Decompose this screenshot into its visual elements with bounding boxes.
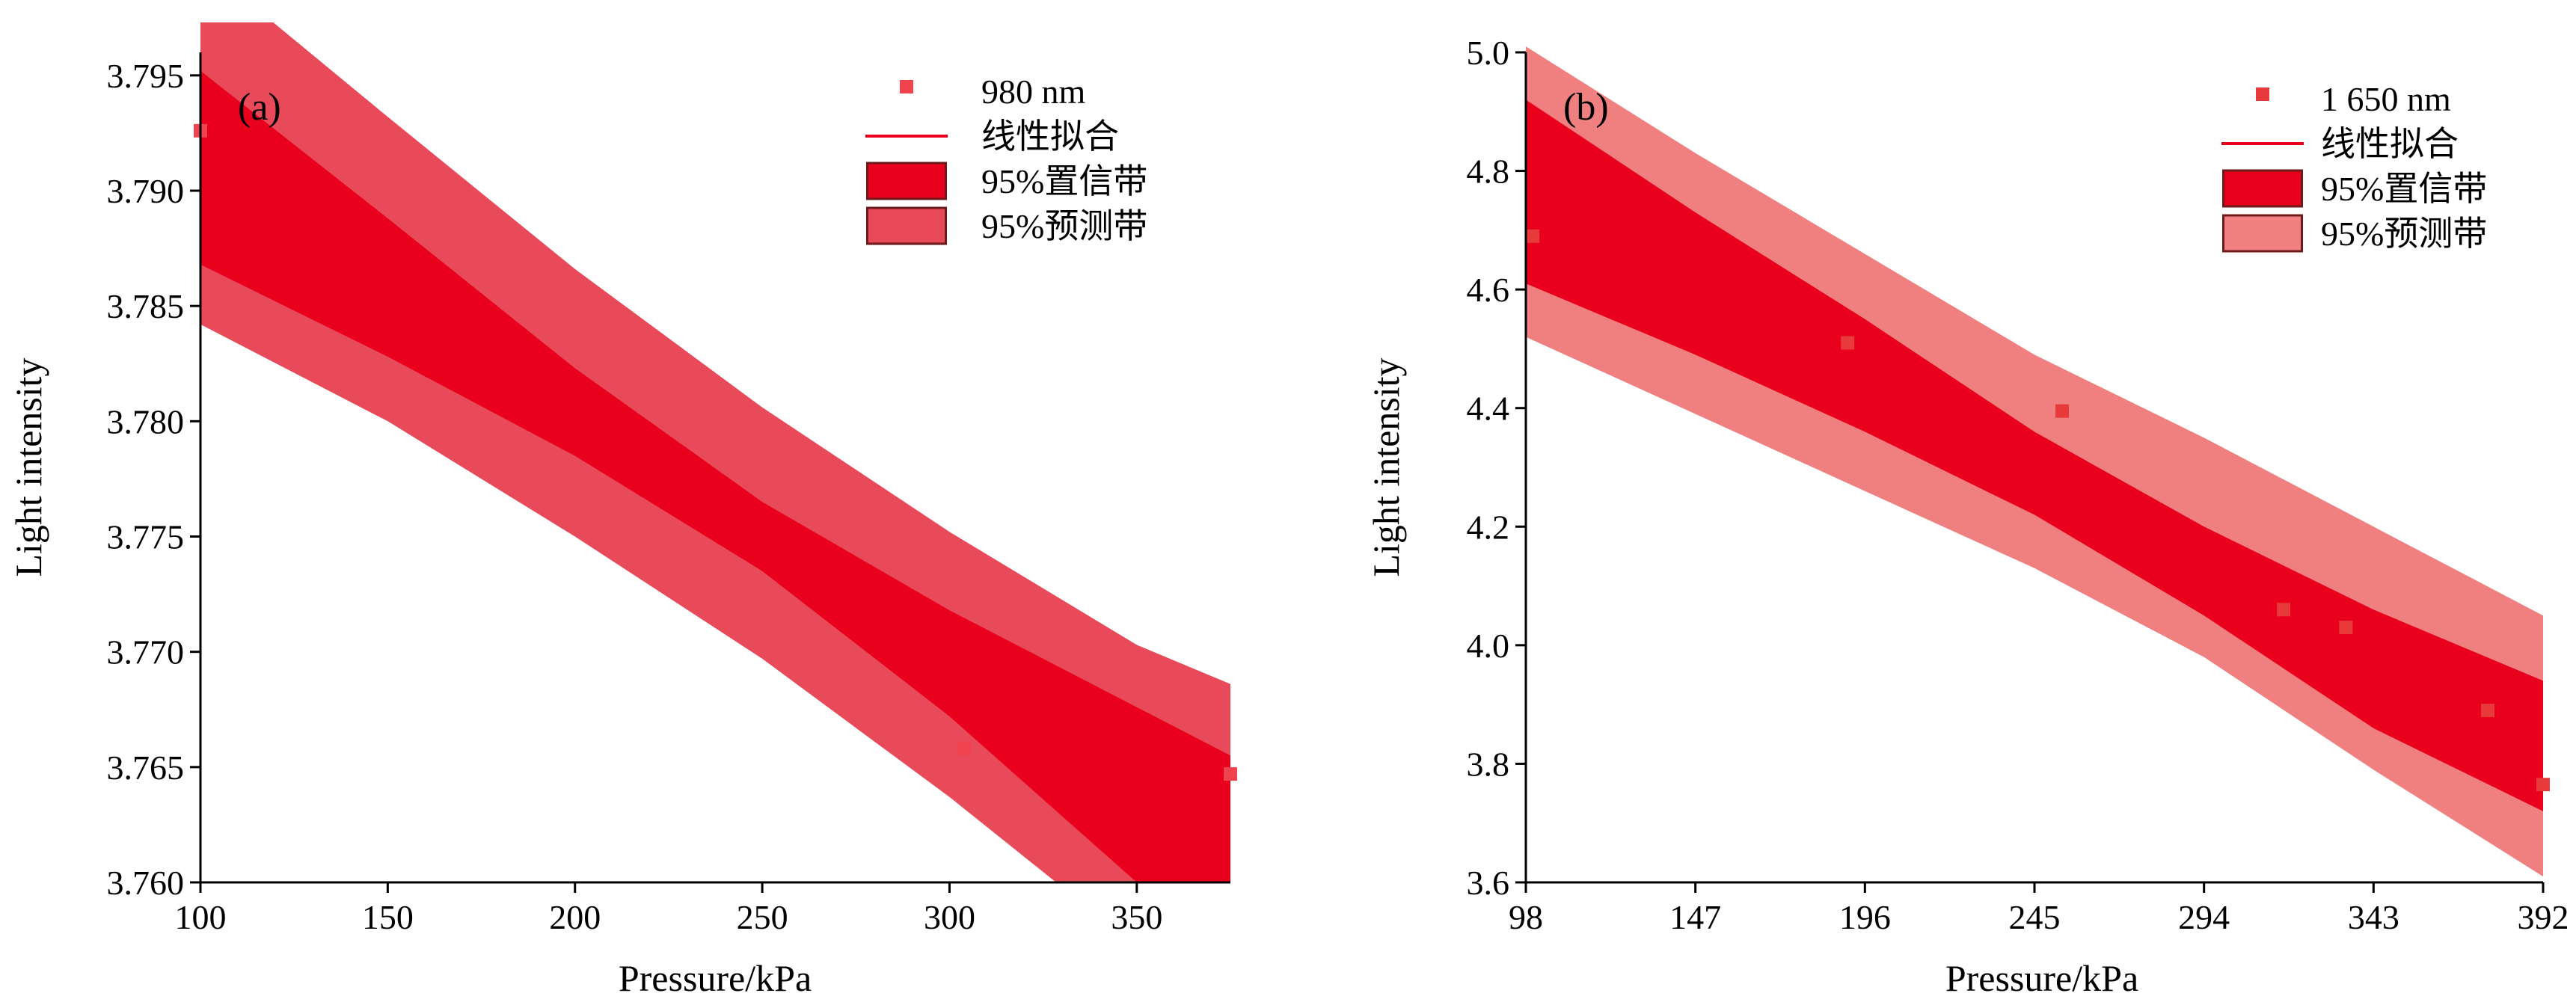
- y-axis-title: Light intensity: [1365, 357, 1407, 577]
- x-axis-title: Pressure/kPa: [619, 957, 812, 999]
- confidence-band: [1526, 99, 2543, 811]
- x-axis-title: Pressure/kPa: [1945, 957, 2138, 999]
- y-tick-label-2: 4.0: [1467, 627, 1510, 665]
- chart-panel-b: 98 147 196 245 294 343 392 3.6 3.8 4.0 4.2 4.4 4.6 4.…: [1365, 34, 2569, 999]
- data-point-1: [957, 742, 972, 756]
- legend-label-confidence: 95%置信带: [2321, 170, 2487, 208]
- y-tick-label-7: 3.795: [107, 57, 185, 95]
- plot-area: [200, 22, 1230, 882]
- y-tick-label-1: 3.8: [1467, 745, 1510, 783]
- x-tick-label-3: 245: [2009, 898, 2061, 936]
- legend-marker-prediction: [866, 206, 947, 245]
- data-point-0: [1526, 229, 1540, 243]
- legend-label-prediction: 95%预测带: [2321, 215, 2487, 253]
- legend-label-data: 980 nm: [981, 73, 1086, 111]
- fit-line: [200, 166, 1230, 838]
- x-tick-label-0: 98: [1509, 898, 1543, 936]
- fit-line: [1526, 188, 2543, 747]
- data-point-6: [2536, 778, 2550, 792]
- data-point-2: [1224, 767, 1237, 781]
- y-tick-label-3: 3.775: [107, 518, 185, 556]
- legend-marker-prediction: [2222, 214, 2303, 253]
- y-tick-label-2: 3.770: [107, 633, 185, 671]
- legend-label-confidence: 95%置信带: [981, 162, 1147, 200]
- data-point-5: [2480, 704, 2494, 718]
- x-tick-label-0: 100: [175, 898, 227, 936]
- x-tick-label-2: 196: [1839, 898, 1891, 936]
- y-tick-label-4: 3.780: [107, 402, 185, 440]
- confidence-band: [200, 70, 1230, 882]
- y-tick-label-5: 4.6: [1467, 271, 1510, 309]
- panel-label: (b): [1563, 86, 1609, 129]
- y-tick-label-3: 4.2: [1467, 508, 1510, 546]
- legend-marker-data: [2256, 87, 2269, 101]
- y-tick-label-1: 3.765: [107, 749, 185, 787]
- legend-label-fit: 线性拟合: [2321, 125, 2459, 163]
- chart-panel-a: 100 150 200 250 300 350 3.760 3.765 3.770 3.775 3.…: [7, 22, 1237, 999]
- y-tick-label-7: 5.0: [1467, 34, 1510, 72]
- x-tick-label-4: 300: [924, 898, 975, 936]
- y-axis-title: Light intensity: [7, 357, 49, 577]
- x-tick-label-4: 294: [2178, 898, 2230, 936]
- data-point-1: [1841, 336, 1855, 350]
- data-point-4: [2339, 621, 2353, 635]
- legend-label-data: 1 650 nm: [2321, 80, 2451, 118]
- y-tick-label-6: 4.8: [1467, 153, 1510, 191]
- legend-label-fit: 线性拟合: [981, 117, 1119, 156]
- y-tick-label-4: 4.4: [1467, 390, 1510, 428]
- x-tick-label-1: 147: [1669, 898, 1721, 936]
- x-tick-label-5: 350: [1111, 898, 1162, 936]
- x-tick-label-1: 150: [362, 898, 414, 936]
- x-tick-label-6: 392: [2518, 898, 2569, 936]
- data-point-3: [2277, 603, 2291, 617]
- legend-label-prediction: 95%预测带: [981, 207, 1147, 245]
- panel-label: (a): [238, 86, 281, 129]
- y-tick-label-6: 3.790: [107, 172, 185, 210]
- legend-marker-confidence: [866, 162, 947, 200]
- y-tick-label-5: 3.785: [107, 287, 185, 325]
- plot-area: [1526, 46, 2543, 877]
- x-tick-label-2: 200: [549, 898, 601, 936]
- y-tick-label-0: 3.6: [1467, 864, 1510, 902]
- x-tick-label-5: 343: [2348, 898, 2399, 936]
- legend-marker-confidence: [2222, 169, 2303, 208]
- x-tick-label-3: 250: [737, 898, 788, 936]
- y-tick-label-0: 3.760: [107, 864, 185, 902]
- data-point-2: [2055, 404, 2070, 418]
- legend-marker-data: [900, 80, 913, 93]
